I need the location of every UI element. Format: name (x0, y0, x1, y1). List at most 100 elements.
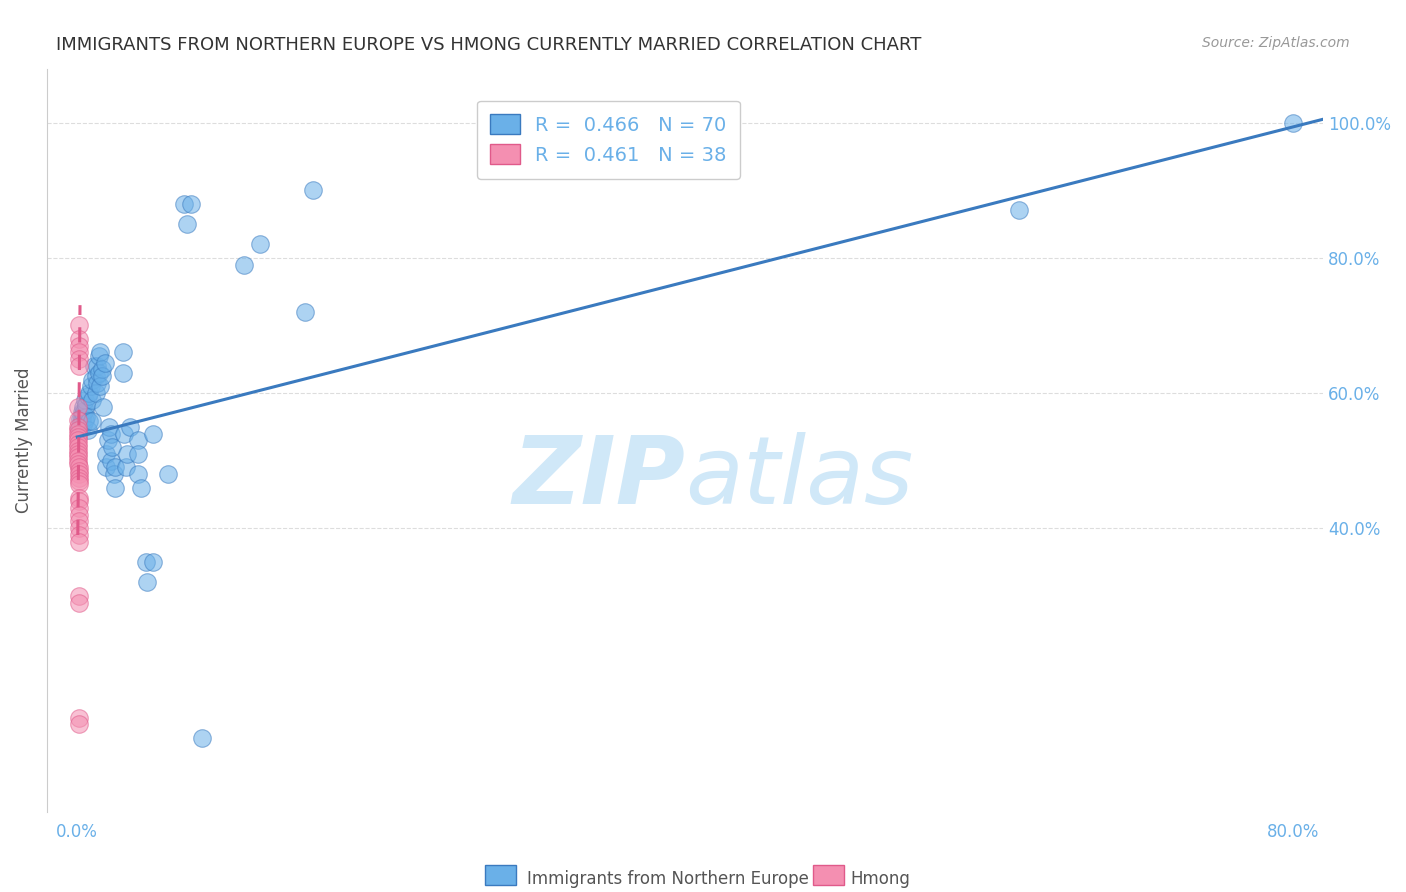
Point (67, 430, 90, 444)
Point (75, 409, 97, 424)
Point (1008, 203, 1031, 218)
Point (67, 710, 90, 724)
Point (67, 596, 90, 610)
Text: Source: ZipAtlas.com: Source: ZipAtlas.com (1202, 36, 1350, 50)
Point (67, 457, 90, 471)
Point (67, 477, 90, 491)
Text: IMMIGRANTS FROM NORTHERN EUROPE VS HMONG CURRENTLY MARRIED CORRELATION CHART: IMMIGRANTS FROM NORTHERN EUROPE VS HMONG… (56, 36, 921, 54)
Point (70, 414, 93, 428)
Point (67, 443, 90, 458)
Point (84, 369, 107, 384)
Point (67, 464, 90, 478)
Point (72, 400, 94, 414)
Point (301, 183, 323, 197)
Point (94, 447, 117, 461)
Point (69, 419, 91, 434)
Point (111, 345, 134, 359)
Point (86, 359, 108, 373)
Point (77, 389, 100, 403)
Point (104, 460, 127, 475)
Point (127, 447, 149, 461)
Point (67, 345, 90, 359)
Point (129, 481, 152, 495)
Point (72, 417, 94, 432)
Point (73, 403, 96, 417)
Point (67, 332, 90, 346)
Point (73, 392, 96, 407)
Text: ZIP: ZIP (512, 432, 685, 524)
Point (67, 467, 90, 482)
Point (127, 467, 149, 482)
Point (249, 237, 271, 252)
Point (233, 258, 256, 272)
Point (70, 409, 93, 424)
Point (67, 436, 90, 450)
Point (98, 420, 121, 434)
Point (79, 414, 101, 428)
Point (67, 500, 90, 515)
Point (180, 196, 202, 211)
Point (97, 434, 120, 448)
Point (67, 453, 90, 467)
Point (136, 575, 159, 590)
Point (67, 534, 90, 549)
Point (67, 470, 90, 484)
Point (82, 414, 104, 428)
Point (67, 420, 90, 434)
Point (77, 423, 100, 437)
Point (86, 376, 108, 390)
Text: atlas: atlas (685, 432, 914, 523)
Point (67, 528, 90, 542)
Point (67, 447, 90, 461)
Point (69, 411, 91, 425)
Legend: R =  0.466   N = 70, R =  0.461   N = 38: R = 0.466 N = 70, R = 0.461 N = 38 (477, 101, 740, 178)
Point (84, 386, 107, 401)
Point (127, 434, 149, 448)
Point (100, 453, 122, 467)
Point (87, 366, 110, 380)
Point (67, 423, 90, 437)
Point (111, 366, 134, 380)
Point (67, 508, 90, 522)
Point (67, 318, 90, 333)
Point (67, 440, 90, 454)
Point (67, 589, 90, 603)
Point (67, 352, 90, 367)
Point (67, 494, 90, 508)
Point (100, 426, 122, 441)
Point (120, 420, 142, 434)
Y-axis label: Currently Married: Currently Married (15, 368, 32, 513)
Point (79, 386, 101, 401)
Point (157, 467, 180, 482)
Point (94, 460, 117, 475)
Point (67, 515, 90, 529)
Point (101, 440, 124, 454)
Point (103, 467, 125, 482)
Point (67, 434, 90, 448)
Point (67, 359, 90, 373)
Point (67, 521, 90, 535)
Point (176, 217, 198, 231)
Point (82, 372, 104, 386)
Point (75, 398, 97, 412)
Point (90, 362, 112, 376)
Point (1281, 115, 1303, 129)
Point (67, 717, 90, 731)
Point (67, 460, 90, 475)
Point (70, 405, 93, 419)
Point (294, 305, 316, 319)
Point (112, 426, 135, 441)
Point (89, 379, 111, 393)
Point (135, 555, 157, 569)
Point (191, 731, 214, 745)
Point (82, 392, 104, 407)
Text: Immigrants from Northern Europe: Immigrants from Northern Europe (527, 870, 808, 888)
Point (67, 339, 90, 353)
Point (83, 359, 105, 373)
Point (142, 555, 165, 569)
Point (67, 491, 90, 505)
Point (90, 369, 112, 384)
Point (115, 460, 138, 475)
Point (173, 196, 195, 211)
Point (67, 400, 90, 414)
